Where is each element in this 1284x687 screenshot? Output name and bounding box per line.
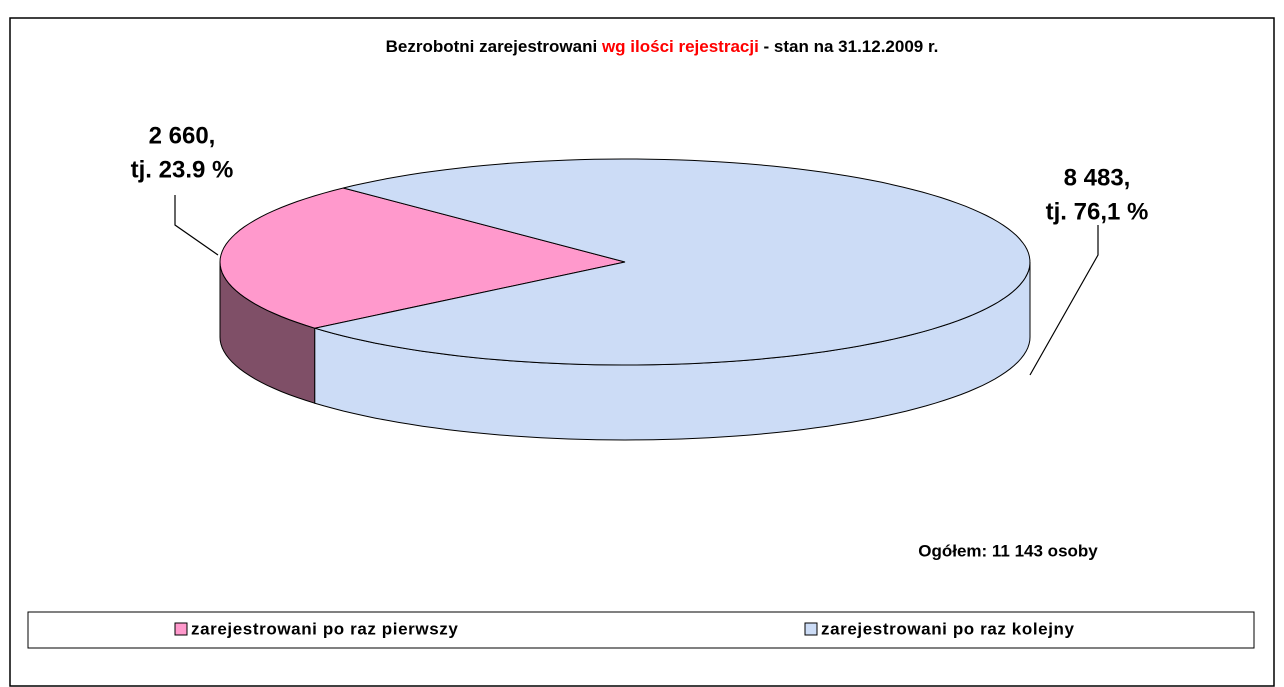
annotation: Ogółem: 11 143 osoby	[918, 541, 1098, 560]
legend-swatch	[804, 622, 818, 636]
legend-label: zarejestrowani po raz pierwszy	[191, 619, 458, 638]
value-label: 8 483,	[1064, 164, 1131, 191]
chart-title: Bezrobotni zarejestrowani wg ilości reje…	[386, 37, 939, 56]
legend-swatch	[174, 622, 188, 636]
title-part: - stan na 31.12.2009 r.	[759, 37, 939, 56]
percent-label: tj. 76,1 %	[1046, 198, 1149, 225]
slice	[219, 187, 626, 329]
percent-label: tj. 23.9 %	[131, 156, 234, 183]
leader-line	[1029, 225, 1099, 376]
legend-label: zarejestrowani po raz kolejny	[821, 619, 1075, 638]
title-part: Bezrobotni zarejestrowani	[386, 37, 602, 56]
slice	[314, 158, 1031, 366]
value-label: 2 660,	[149, 122, 216, 149]
legend-items: zarejestrowani po raz pierwszy zarejestro…	[174, 619, 1075, 638]
title-part: wg ilości rejestracji	[601, 37, 759, 56]
leader-line	[174, 195, 219, 256]
legend	[27, 611, 1255, 649]
pie	[219, 158, 1031, 441]
